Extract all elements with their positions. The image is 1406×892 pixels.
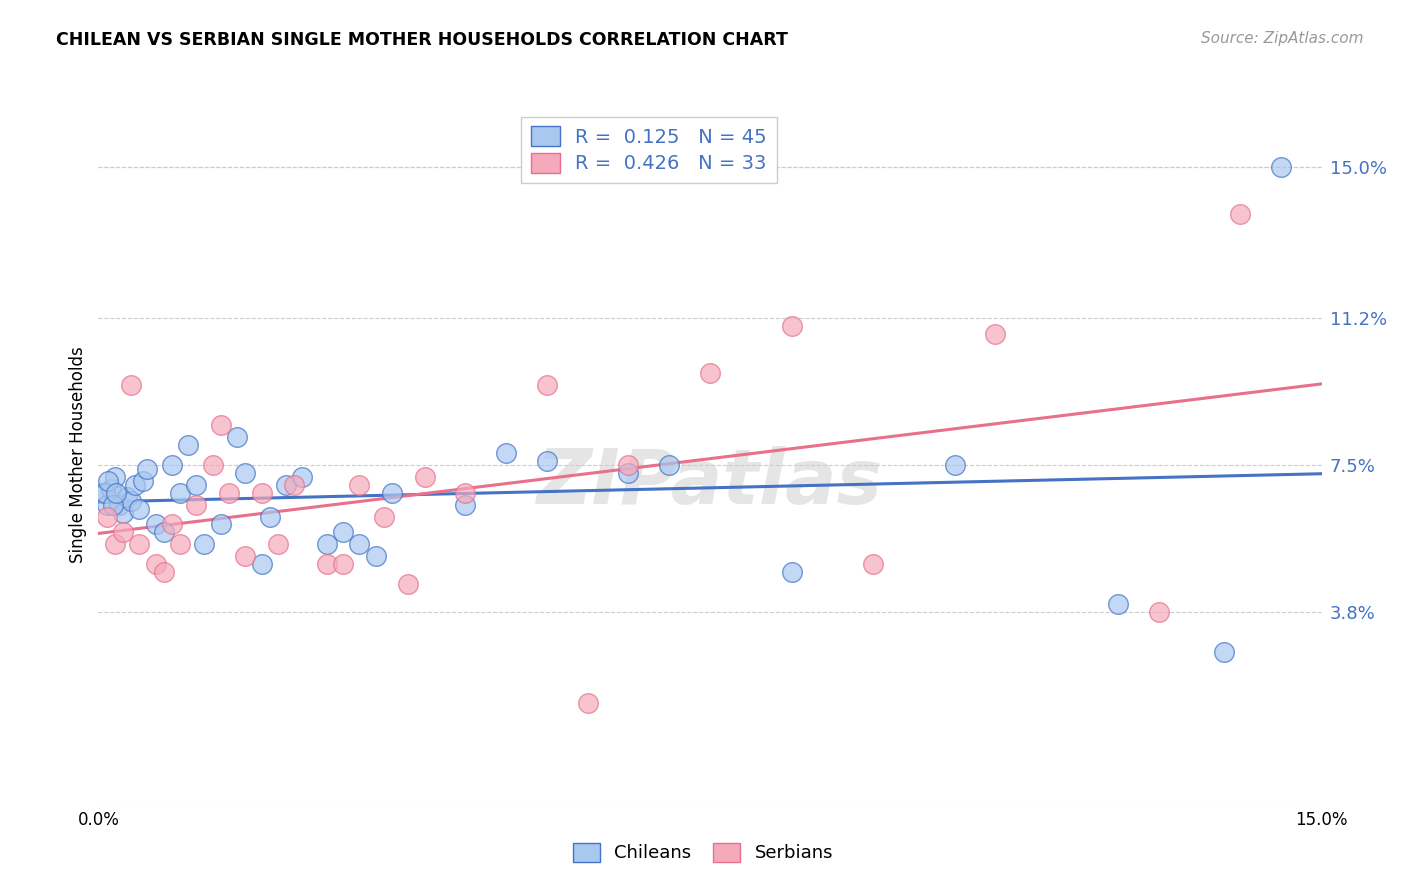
Point	[108, 498, 131, 512]
Point	[274, 477, 297, 491]
Point	[160, 517, 183, 532]
Point	[943, 458, 966, 472]
Point	[96, 498, 118, 512]
Point	[145, 517, 167, 532]
Point	[699, 367, 721, 381]
Point	[1270, 160, 1292, 174]
Point	[536, 454, 558, 468]
Point	[169, 485, 191, 500]
Point	[1212, 645, 1234, 659]
Point	[124, 477, 146, 491]
Point	[132, 474, 155, 488]
Point	[250, 558, 273, 572]
Point	[250, 485, 273, 500]
Text: CHILEAN VS SERBIAN SINGLE MOTHER HOUSEHOLDS CORRELATION CHART: CHILEAN VS SERBIAN SINGLE MOTHER HOUSEHO…	[56, 31, 789, 49]
Point	[617, 466, 640, 480]
Point	[120, 378, 142, 392]
Point	[283, 477, 305, 491]
Point	[105, 485, 128, 500]
Point	[104, 470, 127, 484]
Point	[1229, 207, 1251, 221]
Point	[177, 438, 200, 452]
Point	[1147, 605, 1170, 619]
Point	[396, 577, 419, 591]
Point	[780, 565, 803, 579]
Point	[193, 537, 215, 551]
Point	[291, 470, 314, 484]
Point	[536, 378, 558, 392]
Text: Source: ZipAtlas.com: Source: ZipAtlas.com	[1201, 31, 1364, 46]
Point	[169, 537, 191, 551]
Point	[454, 498, 477, 512]
Point	[218, 485, 240, 500]
Point	[152, 525, 174, 540]
Point	[233, 549, 256, 564]
Point	[1107, 597, 1129, 611]
Point	[658, 458, 681, 472]
Point	[94, 485, 117, 500]
Point	[128, 537, 150, 551]
Point	[111, 506, 134, 520]
Point	[332, 558, 354, 572]
Point	[160, 458, 183, 472]
Point	[349, 477, 371, 491]
Legend: R =  0.125   N = 45, R =  0.426   N = 33: R = 0.125 N = 45, R = 0.426 N = 33	[522, 117, 776, 183]
Point	[104, 537, 127, 551]
Point	[576, 697, 599, 711]
Point	[332, 525, 354, 540]
Point	[145, 558, 167, 572]
Point	[101, 498, 124, 512]
Point	[152, 565, 174, 579]
Point	[209, 517, 232, 532]
Point	[100, 482, 122, 496]
Point	[495, 446, 517, 460]
Point	[259, 509, 281, 524]
Point	[186, 477, 208, 491]
Point	[97, 474, 120, 488]
Point	[780, 318, 803, 333]
Point	[128, 501, 150, 516]
Point	[862, 558, 884, 572]
Point	[315, 537, 337, 551]
Point	[209, 418, 232, 433]
Point	[233, 466, 256, 480]
Point	[120, 493, 142, 508]
Legend: Chileans, Serbians: Chileans, Serbians	[565, 836, 841, 870]
Point	[186, 498, 208, 512]
Point	[315, 558, 337, 572]
Point	[115, 490, 138, 504]
Point	[373, 509, 395, 524]
Point	[413, 470, 436, 484]
Point	[617, 458, 640, 472]
Point	[381, 485, 404, 500]
Point	[984, 326, 1007, 341]
Point	[364, 549, 387, 564]
Point	[226, 430, 249, 444]
Text: ZIPatlas: ZIPatlas	[537, 446, 883, 520]
Point	[111, 525, 134, 540]
Point	[96, 509, 118, 524]
Y-axis label: Single Mother Households: Single Mother Households	[69, 347, 87, 563]
Point	[91, 485, 114, 500]
Point	[454, 485, 477, 500]
Point	[267, 537, 290, 551]
Point	[136, 462, 159, 476]
Point	[201, 458, 224, 472]
Point	[349, 537, 371, 551]
